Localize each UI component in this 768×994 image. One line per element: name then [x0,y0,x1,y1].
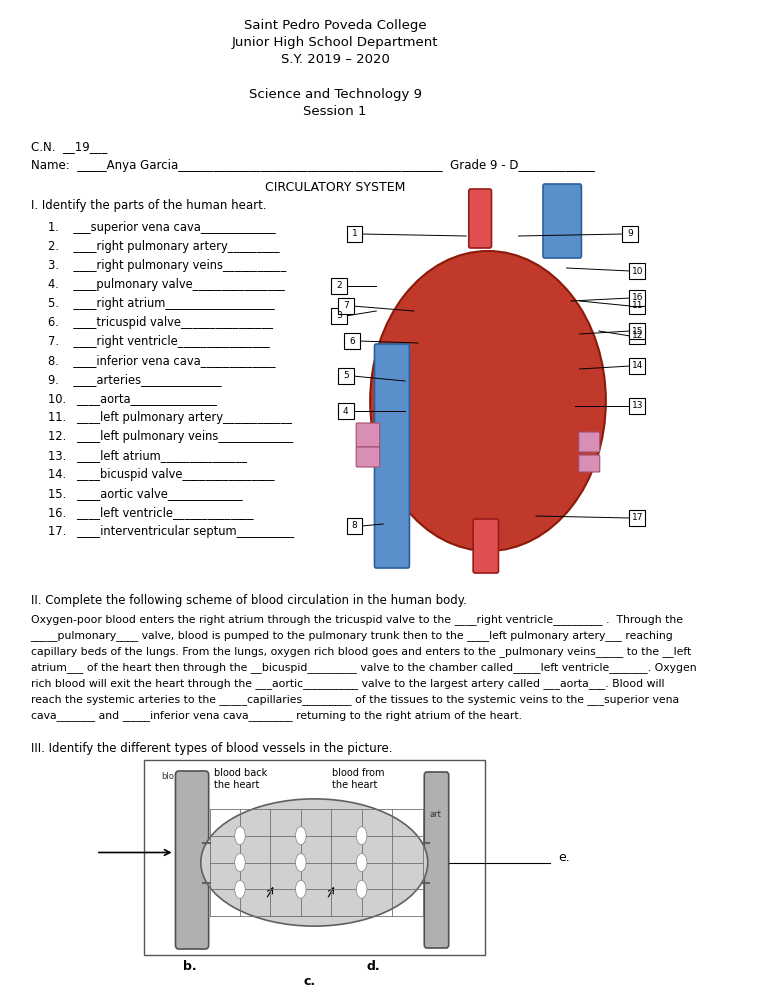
FancyBboxPatch shape [344,333,359,349]
FancyBboxPatch shape [543,184,581,258]
Text: 7.    ____right ventricle________________: 7. ____right ventricle________________ [48,335,270,348]
Text: 5: 5 [343,372,349,381]
Text: 2.    ____right pulmonary artery_________: 2. ____right pulmonary artery_________ [48,240,280,253]
Ellipse shape [356,854,367,872]
Text: 4: 4 [343,407,349,415]
Text: reach the systemic arteries to the _____capillaries_________ of the tissues to t: reach the systemic arteries to the _____… [31,694,679,705]
FancyBboxPatch shape [331,308,346,324]
FancyBboxPatch shape [630,398,645,414]
Text: e.: e. [558,851,571,864]
Text: c.: c. [304,975,316,988]
Text: 12.   ____left pulmonary veins_____________: 12. ____left pulmonary veins____________… [48,430,293,443]
FancyBboxPatch shape [375,344,409,568]
Text: _____pulmonary____ valve, blood is pumped to the pulmonary trunk then to the ___: _____pulmonary____ valve, blood is pumpe… [31,630,674,641]
FancyBboxPatch shape [338,368,353,384]
Text: capillary beds of the lungs. From the lungs, oxygen rich blood goes and enters t: capillary beds of the lungs. From the lu… [31,646,690,657]
Bar [144,760,485,955]
FancyBboxPatch shape [630,510,645,526]
FancyBboxPatch shape [175,771,209,949]
FancyBboxPatch shape [579,432,600,452]
Ellipse shape [235,854,245,872]
Ellipse shape [356,827,367,845]
Text: Science and Technology 9: Science and Technology 9 [249,88,422,101]
Text: CIRCULATORY SYSTEM: CIRCULATORY SYSTEM [265,181,406,194]
Text: 14.   ____bicuspid valve________________: 14. ____bicuspid valve________________ [48,468,274,481]
FancyBboxPatch shape [346,226,362,242]
Text: 13.   ____left atrium_______________: 13. ____left atrium_______________ [48,449,247,462]
FancyBboxPatch shape [424,772,449,948]
Text: 15.   ____aortic valve_____________: 15. ____aortic valve_____________ [48,487,243,500]
Text: II. Complete the following scheme of blood circulation in the human body.: II. Complete the following scheme of blo… [31,594,466,607]
Text: 6: 6 [349,337,355,346]
Text: 9: 9 [627,230,633,239]
Text: blo: blo [161,772,174,781]
Text: 8: 8 [352,522,357,531]
Text: 10: 10 [631,266,643,275]
Ellipse shape [356,881,367,899]
Text: 15: 15 [631,326,643,336]
Text: 16.   ____left ventricle______________: 16. ____left ventricle______________ [48,506,253,519]
Text: 12: 12 [631,332,643,341]
Text: 2: 2 [336,281,342,290]
Text: 3.    ____right pulmonary veins___________: 3. ____right pulmonary veins___________ [48,259,286,272]
Text: Name:  _____Anya Garcia_____________________________________________  Grade 9 - : Name: _____Anya Garcia__________________… [31,159,594,172]
Ellipse shape [370,251,606,551]
Text: 6.    ____tricuspid valve________________: 6. ____tricuspid valve________________ [48,316,273,329]
Text: Session 1: Session 1 [303,105,367,118]
Ellipse shape [296,854,306,872]
FancyBboxPatch shape [630,323,645,339]
Text: S.Y. 2019 – 2020: S.Y. 2019 – 2020 [281,53,389,66]
FancyBboxPatch shape [630,328,645,344]
FancyBboxPatch shape [356,447,379,467]
FancyBboxPatch shape [630,358,645,374]
Text: 11: 11 [631,301,643,310]
FancyBboxPatch shape [338,298,353,314]
Text: d.: d. [366,960,379,973]
FancyBboxPatch shape [331,278,346,294]
Ellipse shape [296,881,306,899]
FancyBboxPatch shape [630,298,645,314]
Ellipse shape [235,881,245,899]
Ellipse shape [235,827,245,845]
Text: 14: 14 [631,362,643,371]
FancyBboxPatch shape [630,290,645,306]
FancyBboxPatch shape [579,455,600,472]
Text: art: art [429,810,442,819]
Text: 17: 17 [631,514,643,523]
Text: I. Identify the parts of the human heart.: I. Identify the parts of the human heart… [31,199,266,212]
FancyBboxPatch shape [473,519,498,573]
Text: cava_______ and _____inferior vena cava________ returning to the right atrium of: cava_______ and _____inferior vena cava_… [31,710,521,721]
FancyBboxPatch shape [356,423,379,447]
Text: 7: 7 [343,301,349,310]
Text: 5.    ____right atrium___________________: 5. ____right atrium___________________ [48,297,275,310]
Text: 1.    ___superior vena cava_____________: 1. ___superior vena cava_____________ [48,221,276,234]
Text: 10.   ____aorta_______________: 10. ____aorta_______________ [48,392,217,405]
Text: atrium___ of the heart then through the __bicuspid_________ valve to the chamber: atrium___ of the heart then through the … [31,662,696,673]
Text: 17.   ____interventricular septum__________: 17. ____interventricular septum_________… [48,525,294,538]
Text: blood back
the heart: blood back the heart [214,768,267,789]
Text: 11.   ____left pulmonary artery____________: 11. ____left pulmonary artery___________… [48,411,292,424]
Text: 8.    ____inferior vena cava_____________: 8. ____inferior vena cava_____________ [48,354,276,367]
Text: Saint Pedro Poveda College: Saint Pedro Poveda College [244,19,426,32]
FancyBboxPatch shape [468,189,492,248]
Text: rich blood will exit the heart through the ___aortic__________ valve to the larg: rich blood will exit the heart through t… [31,678,664,689]
FancyBboxPatch shape [630,263,645,279]
Text: III. Identify the different types of blood vessels in the picture.: III. Identify the different types of blo… [31,742,392,755]
FancyBboxPatch shape [346,518,362,534]
Text: blood from
the heart: blood from the heart [332,768,384,789]
Text: 1: 1 [352,230,357,239]
Text: 16: 16 [631,293,643,302]
Text: C.N.  __19___: C.N. __19___ [31,140,107,153]
Text: Junior High School Department: Junior High School Department [232,36,439,49]
Text: b.: b. [184,960,197,973]
Text: Oxygen-poor blood enters the right atrium through the tricuspid valve to the ___: Oxygen-poor blood enters the right atriu… [31,614,683,625]
FancyBboxPatch shape [338,403,353,419]
Text: 9.    ____arteries______________: 9. ____arteries______________ [48,373,222,386]
Text: 3: 3 [336,311,342,320]
Text: 4.    ____pulmonary valve________________: 4. ____pulmonary valve________________ [48,278,285,291]
Ellipse shape [296,827,306,845]
Ellipse shape [200,799,428,926]
Text: 13: 13 [631,402,643,411]
FancyBboxPatch shape [622,226,638,242]
